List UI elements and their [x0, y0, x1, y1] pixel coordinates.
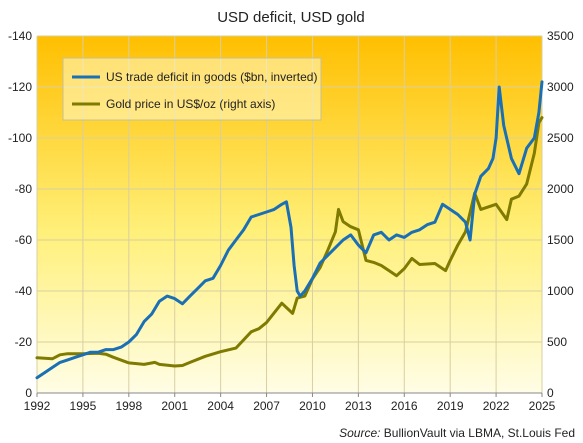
legend: US trade deficit in goods ($bn, inverted… — [62, 57, 322, 121]
right-axis-tick-label: 500 — [547, 335, 567, 349]
axes: -140 3500 -120 3000 -100 2500 -80 2000 -60 1500 -4… — [8, 29, 574, 413]
right-axis-tick-label: 0 — [547, 386, 554, 400]
x-axis-tick-label: 2022 — [483, 399, 510, 413]
source-note: Source: BullionVault via LBMA, St.Louis … — [339, 426, 575, 440]
right-axis-tick-label: 1500 — [547, 233, 574, 247]
right-axis-tick-label: 3000 — [547, 80, 574, 94]
x-axis-tick-label: 2025 — [529, 399, 556, 413]
left-axis-tick-label: -120 — [8, 80, 32, 94]
x-axis-tick-label: 1992 — [24, 399, 51, 413]
right-axis-tick-label: 3500 — [547, 29, 574, 43]
left-axis-tick-label: -100 — [8, 131, 32, 145]
left-axis-tick-label: -40 — [15, 284, 33, 298]
left-axis-tick-label: -20 — [15, 335, 33, 349]
x-axis-tick-label: 2016 — [391, 399, 418, 413]
x-axis-tick-label: 2010 — [299, 399, 326, 413]
left-axis-tick-label: -60 — [15, 233, 33, 247]
right-axis-tick-label: 1000 — [547, 284, 574, 298]
left-axis-tick-label: -80 — [15, 182, 33, 196]
left-axis-tick-label: 0 — [25, 386, 32, 400]
deficit-series-line — [35, 80, 544, 380]
x-axis-tick-label: 2004 — [207, 399, 234, 413]
x-axis-tick-label: 2013 — [345, 399, 372, 413]
x-axis-tick-label: 2001 — [161, 399, 188, 413]
legend-item-gold-label: Gold price in US$/oz (right axis) — [106, 97, 275, 111]
source-prefix: Source: — [339, 426, 380, 440]
chart-title: USD deficit, USD gold — [217, 9, 365, 26]
x-axis-tick-label: 2007 — [253, 399, 280, 413]
x-axis-tick-label: 2019 — [437, 399, 464, 413]
left-axis-tick-label: -140 — [8, 29, 32, 43]
legend-item-deficit-label: US trade deficit in goods ($bn, inverted… — [106, 70, 317, 84]
legend-box — [62, 57, 322, 121]
source-text: BullionVault via LBMA, St.Louis Fed — [380, 426, 575, 440]
x-axis-tick-label: 1995 — [70, 399, 97, 413]
right-axis-tick-label: 2000 — [547, 182, 574, 196]
right-axis-tick-label: 2500 — [547, 131, 574, 145]
series-layer — [35, 80, 544, 380]
x-axis-tick-label: 1998 — [115, 399, 142, 413]
